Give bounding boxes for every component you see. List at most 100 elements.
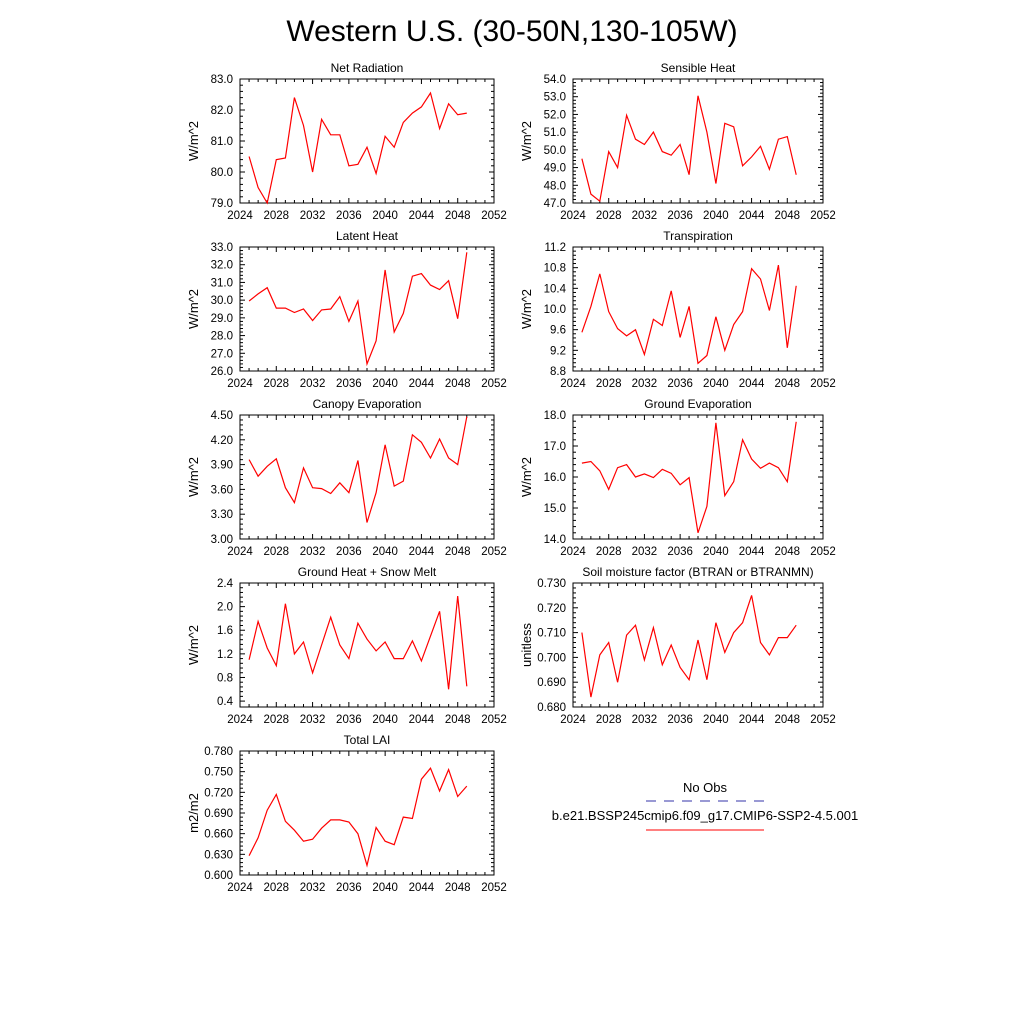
panel-9-x-tick-label: 2024: [227, 882, 253, 894]
panel-9-y-tick-label: 0.780: [204, 746, 233, 758]
panel-6-y-tick-label: 16.0: [544, 472, 566, 484]
panel-6-ylabel: W/m^2: [519, 457, 534, 497]
panel-1-x-tick-label: 2024: [227, 210, 253, 222]
panel-9-y-tick-label: 0.720: [204, 787, 233, 799]
panel-9-frame: [239, 750, 495, 876]
panel-2-y-tick-label: 51.0: [544, 127, 566, 139]
panel-5-x-tick-label: 2036: [336, 546, 362, 558]
panel-8-y-tick-label: 0.680: [537, 702, 566, 714]
panel-9-y-tick-label: 0.690: [204, 808, 233, 820]
panel-6: Ground Evaporation W/m^2 2024 2028 2032 2036 2…: [519, 397, 836, 558]
panel-1-series-line: [248, 91, 467, 205]
panel-2-y-tick-label: 48.0: [544, 180, 566, 192]
panel-5-y-tick-label: 3.60: [211, 484, 233, 496]
panel-3-x-tick-label: 2048: [445, 378, 471, 390]
panel-9-y-tick-label: 0.600: [204, 870, 233, 882]
panel-2-x-tick-label: 2028: [596, 210, 622, 222]
panel-4-series-line: [581, 264, 797, 365]
panel-9-y-tick-label: 0.750: [204, 767, 233, 779]
panel-1: Net Radiation W/m^2 2024 2028 2032 2036 2040 20…: [186, 61, 507, 222]
panel-1-x-tick-label: 2052: [481, 210, 507, 222]
legend-obs-label: No Obs: [683, 780, 728, 795]
panel-6-x-tick-label: 2044: [739, 546, 765, 558]
panel-8-y-tick-label: 0.720: [537, 603, 566, 615]
panel-9: Total LAI m2/m2 2024 2028 2032 2036 2040 2044 20…: [186, 733, 507, 894]
panel-4: Transpiration W/m^2 2024 2028 2032 2036 2040 20…: [519, 229, 836, 390]
panel-4-x-tick-label: 2028: [596, 378, 622, 390]
panel-7-y-tick-label: 0.4: [217, 696, 234, 708]
panel-4-y-tick-label: 10.8: [544, 263, 566, 275]
figure-title: Western U.S. (30-50N,130-105W): [286, 15, 737, 48]
panel-2-y-tick-label: 52.0: [544, 109, 566, 121]
panel-1-y-tick-label: 80.0: [211, 167, 233, 179]
panel-6-title: Ground Evaporation: [644, 397, 751, 411]
panel-2-x-tick-label: 2052: [810, 210, 836, 222]
panel-1-y-tick-label: 79.0: [211, 198, 233, 210]
panel-3-y-tick-label: 33.0: [211, 242, 233, 254]
panel-8: Soil moisture factor (BTRAN or BTRANMN) u…: [519, 565, 836, 726]
panel-2: Sensible Heat W/m^2 2024 2028 2032 2036 2040 20…: [519, 61, 836, 222]
panel-6-x-tick-label: 2032: [632, 546, 658, 558]
panel-1-x-tick-label: 2028: [263, 210, 289, 222]
panel-8-x-tick-label: 2024: [560, 714, 586, 726]
panel-5-x-tick-label: 2048: [445, 546, 471, 558]
panel-5-y-tick-label: 3.30: [211, 509, 233, 521]
panel-8-x-tick-label: 2044: [739, 714, 765, 726]
panel-6-y-tick-label: 15.0: [544, 503, 566, 515]
panel-4-x-tick-label: 2052: [810, 378, 836, 390]
panel-8-x-tick-label: 2048: [774, 714, 800, 726]
panel-7-series-line: [248, 595, 468, 690]
panel-9-x-tick-label: 2040: [372, 882, 398, 894]
panel-9-x-tick-label: 2044: [409, 882, 435, 894]
panel-5-series-line: [248, 416, 468, 523]
panel-6-y-tick-label: 17.0: [544, 441, 566, 453]
panel-9-ylabel: m2/m2: [186, 793, 201, 833]
panel-7-y-tick-label: 2.0: [217, 602, 233, 614]
panel-4-y-tick-label: 8.8: [550, 366, 566, 378]
panel-3-x-tick-label: 2028: [263, 378, 289, 390]
panel-5: Canopy Evaporation W/m^2 2024 2028 2032 2036 2…: [186, 397, 507, 558]
panel-3-y-tick-label: 29.0: [211, 313, 233, 325]
panel-7-frame: [239, 582, 495, 708]
panel-8-ylabel: unitless: [519, 622, 534, 667]
panel-3-y-tick-label: 31.0: [211, 277, 233, 289]
panel-4-y-tick-label: 9.2: [550, 345, 566, 357]
panel-7-y-tick-label: 1.2: [217, 649, 233, 661]
panel-3-x-tick-label: 2044: [409, 378, 435, 390]
panel-3-series-line: [248, 252, 468, 367]
panel-4-y-tick-label: 10.4: [544, 283, 567, 295]
panel-2-title: Sensible Heat: [661, 61, 736, 75]
panel-1-y-tick-label: 83.0: [211, 74, 233, 86]
panel-8-title: Soil moisture factor (BTRAN or BTRANMN): [582, 565, 813, 579]
panel-2-x-tick-label: 2024: [560, 210, 586, 222]
panel-1-y-tick-label: 82.0: [211, 105, 233, 117]
panel-7-x-tick-label: 2036: [336, 714, 362, 726]
panel-3-y-tick-label: 30.0: [211, 295, 233, 307]
panel-1-y-tick-label: 81.0: [211, 136, 233, 148]
panel-5-x-tick-label: 2032: [300, 546, 326, 558]
panel-9-y-tick-label: 0.630: [204, 849, 233, 861]
panel-3-x-tick-label: 2024: [227, 378, 253, 390]
panel-8-y-tick-label: 0.700: [537, 652, 566, 664]
panel-3: Latent Heat W/m^2 2024 2028 2032 2036 2040 2044…: [186, 229, 507, 390]
panel-7: Ground Heat + Snow Melt W/m^2 2024 2028 2032…: [186, 565, 507, 726]
panel-7-x-tick-label: 2048: [445, 714, 471, 726]
panel-3-y-tick-label: 26.0: [211, 366, 233, 378]
panel-1-ylabel: W/m^2: [186, 121, 201, 161]
panel-7-x-tick-label: 2044: [409, 714, 435, 726]
panel-2-ylabel: W/m^2: [519, 121, 534, 161]
legend-case-label: b.e21.BSSP245cmip6.f09_g17.CMIP6-SSP2-4.…: [552, 808, 858, 823]
panel-7-x-tick-label: 2052: [481, 714, 507, 726]
panel-7-title: Ground Heat + Snow Melt: [298, 565, 437, 579]
panel-3-x-tick-label: 2052: [481, 378, 507, 390]
panel-8-y-tick-label: 0.690: [537, 677, 566, 689]
panel-8-y-tick-label: 0.730: [537, 578, 566, 590]
panel-9-title: Total LAI: [344, 733, 391, 747]
panel-1-x-tick-label: 2040: [372, 210, 398, 222]
panel-6-y-tick-label: 18.0: [544, 410, 566, 422]
panel-6-y-tick-label: 14.0: [544, 534, 566, 546]
panel-7-y-tick-label: 2.4: [217, 578, 234, 590]
panel-5-x-tick-label: 2044: [409, 546, 435, 558]
panel-4-y-tick-label: 9.6: [550, 325, 566, 337]
